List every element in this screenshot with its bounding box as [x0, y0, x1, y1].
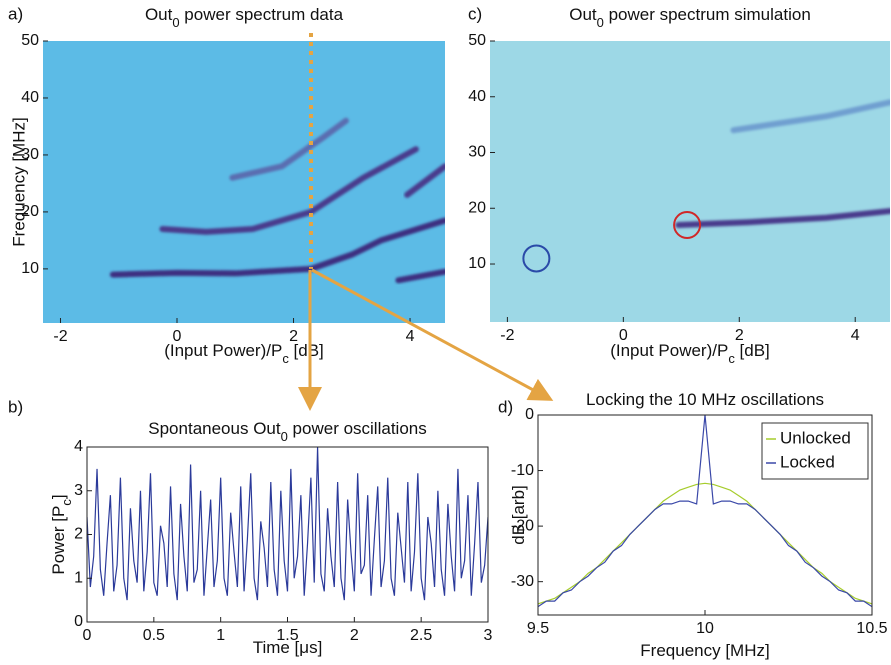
plot-area	[43, 41, 445, 323]
x-tick-label: 0	[173, 328, 182, 345]
ridge	[109, 217, 445, 278]
y-tick-label: 10	[468, 255, 486, 272]
y-tick-label: 20	[21, 203, 39, 220]
x-tick-label: 0.5	[143, 627, 165, 644]
x-axis-label: Frequency [MHz]	[640, 641, 769, 660]
y-tick-label: 40	[21, 89, 39, 106]
annotation-circle	[673, 210, 702, 239]
y-tick-label: 40	[468, 88, 486, 105]
ridge	[395, 268, 445, 284]
x-tick-label: -2	[53, 328, 67, 345]
arrow	[311, 268, 554, 401]
x-axis-label: (Input Power)/Pc [dB]	[164, 341, 324, 365]
ridge	[675, 208, 890, 228]
x-tick-label: 2	[350, 627, 359, 644]
plot-area	[538, 415, 872, 608]
x-tick-label: 3	[484, 627, 493, 644]
chart-title: Spontaneous Out0 power oscillations	[148, 419, 426, 443]
y-tick-label: 10	[21, 260, 39, 277]
subscript: c	[728, 351, 735, 366]
text-part: power oscillations	[288, 419, 427, 438]
x-tick-label: 4	[406, 328, 415, 345]
heatmap-background	[490, 41, 890, 322]
text-part: Out	[145, 5, 173, 24]
text-part: [dB]	[735, 341, 770, 360]
y-axis-label: dB [arb]	[509, 485, 528, 545]
subscript: 0	[281, 429, 288, 444]
x-tick-label: 10	[696, 620, 714, 637]
chart-title: Out0 power spectrum simulation	[569, 5, 811, 29]
text-part: (Input Power)/P	[610, 341, 728, 360]
chart-title: Locking the 10 MHz oscillations	[586, 390, 824, 409]
y-tick-label: 0	[74, 613, 83, 630]
text-part: Frequency [MHz]	[640, 641, 769, 660]
subscript: 0	[172, 15, 179, 30]
text-part: dB [arb]	[509, 485, 528, 545]
subscript: 0	[597, 15, 604, 30]
legend-box	[761, 422, 869, 480]
text-part: Power [P	[49, 506, 68, 575]
x-tick-label: 2.5	[410, 627, 432, 644]
text-part: ]	[49, 494, 68, 499]
panel-label: c)	[468, 4, 482, 23]
plot-area	[490, 41, 890, 322]
text-part: (Input Power)/P	[164, 341, 282, 360]
charts: a) Out0 power spectrum data(Input Power)/…	[8, 4, 890, 660]
text-part: Out	[569, 5, 597, 24]
y-tick-label: 2	[74, 526, 83, 543]
y-tick-label: -30	[511, 573, 534, 590]
subscript: c	[282, 351, 289, 366]
annotation-circle	[522, 244, 551, 273]
x-tick-label: 9.5	[527, 620, 549, 637]
panel-label: a)	[8, 4, 23, 23]
panel-label: d)	[498, 397, 513, 416]
text-part: Time [μs]	[253, 638, 323, 657]
y-tick-label: 1	[74, 569, 83, 586]
text-part: power spectrum simulation	[604, 5, 811, 24]
x-tick-label: 0	[619, 327, 628, 344]
ridge	[404, 163, 445, 198]
y-tick-label: -10	[511, 462, 534, 479]
line-series	[87, 447, 488, 601]
x-tick-label: 10.5	[856, 620, 887, 637]
x-tick-label: 1	[216, 627, 225, 644]
y-tick-label: 30	[21, 146, 39, 163]
ridge	[730, 99, 890, 134]
text-part: Locking the 10 MHz oscillations	[586, 390, 824, 409]
x-axis-label: Time [μs]	[253, 638, 323, 657]
y-axis-label: Power [Pc]	[49, 494, 73, 574]
plot-area	[87, 447, 488, 601]
subscript: c	[59, 499, 74, 506]
x-tick-label: 1.5	[276, 627, 298, 644]
x-tick-label: 2	[289, 328, 298, 345]
x-tick-label: 4	[851, 327, 860, 344]
x-axis-label: (Input Power)/Pc [dB]	[610, 341, 770, 365]
line-series	[538, 482, 872, 605]
heatmap-background	[43, 41, 445, 323]
y-tick-label: 20	[468, 199, 486, 216]
legend-label: Locked	[780, 452, 835, 471]
ridge	[229, 117, 349, 181]
y-axis-label: Frequency [MHz]	[9, 117, 28, 246]
text-part: [dB]	[289, 341, 324, 360]
y-tick-label: 0	[525, 406, 534, 423]
x-tick-label: 2	[735, 327, 744, 344]
y-tick-label: 50	[21, 32, 39, 49]
y-tick-label: 3	[74, 482, 83, 499]
chart-title: Out0 power spectrum data	[145, 5, 344, 29]
y-tick-label: 30	[468, 144, 486, 161]
text-part: Spontaneous Out	[148, 419, 281, 438]
ridge	[159, 146, 419, 235]
x-tick-label: -2	[500, 327, 514, 344]
legend-label: Unlocked	[780, 428, 851, 447]
text-part: power spectrum data	[180, 5, 344, 24]
panel-label: b)	[8, 397, 23, 416]
x-tick-label: 0	[83, 627, 92, 644]
y-tick-label: 50	[468, 32, 486, 49]
y-tick-label: -20	[511, 517, 534, 534]
y-tick-label: 4	[74, 438, 83, 455]
line-series	[538, 415, 872, 608]
axes-frame	[86, 446, 489, 623]
